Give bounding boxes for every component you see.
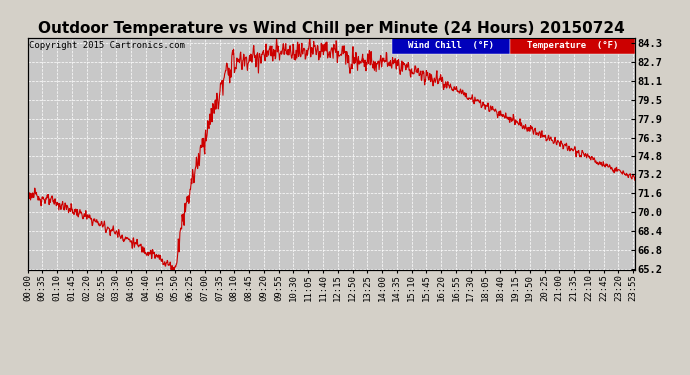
Text: Temperature  (°F): Temperature (°F) bbox=[526, 41, 618, 50]
Text: Wind Chill  (°F): Wind Chill (°F) bbox=[408, 41, 494, 50]
FancyBboxPatch shape bbox=[511, 38, 635, 54]
Title: Outdoor Temperature vs Wind Chill per Minute (24 Hours) 20150724: Outdoor Temperature vs Wind Chill per Mi… bbox=[38, 21, 624, 36]
Text: Copyright 2015 Cartronics.com: Copyright 2015 Cartronics.com bbox=[29, 41, 185, 50]
FancyBboxPatch shape bbox=[392, 38, 511, 54]
